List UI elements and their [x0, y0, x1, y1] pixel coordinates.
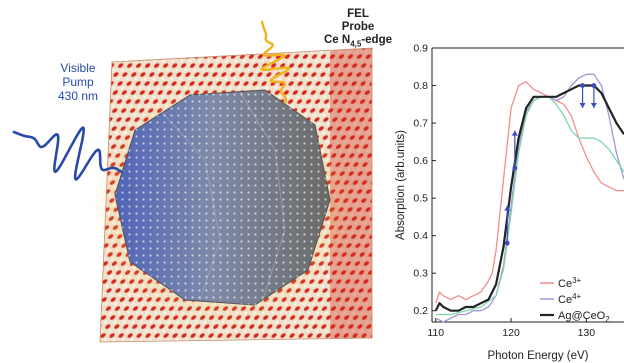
probe-label-line-1: FEL — [347, 8, 369, 20]
legend-entry: Ag@CeO2 — [558, 310, 610, 324]
data-marker — [580, 83, 585, 88]
shift-arrowhead — [504, 205, 511, 211]
probe-label-line-2: Probe — [341, 21, 375, 34]
y-tick-label: 0.2 — [413, 305, 428, 317]
pump-wave — [12, 126, 124, 181]
pump-label: Visible Pump 430 nm — [38, 61, 118, 103]
shift-arrowhead — [579, 103, 586, 109]
y-axis-label: Absorption (arb.units) — [395, 130, 407, 240]
x-axis-label: Photon Energy (eV) — [487, 350, 588, 362]
shift-arrowhead — [590, 103, 597, 109]
edge-label-prefix: Ce N — [324, 34, 351, 47]
probe-wave — [260, 20, 291, 104]
x-tick-label: 120 — [502, 327, 520, 339]
edge-label: Ce N4,5-edge — [318, 34, 398, 48]
series-line-0 — [435, 81, 624, 304]
edge-label-suffix: -edge — [361, 34, 392, 47]
pump-label-line-3: 430 nm — [57, 88, 99, 103]
pump-label-line-2: Pump — [62, 74, 94, 89]
edge-label-sub: 4,5 — [350, 39, 362, 49]
series-line-2 — [435, 96, 624, 316]
probe-label: FEL Probe Ce N4,5-edge — [318, 8, 398, 49]
data-marker — [512, 165, 518, 171]
y-tick-label: 0.7 — [413, 118, 428, 130]
y-tick-label: 0.9 — [413, 43, 428, 55]
series-line-3 — [434, 84, 624, 312]
legend-entry: Ce4+ — [558, 292, 582, 306]
data-marker — [591, 83, 597, 88]
y-tick-label: 0.5 — [413, 193, 428, 205]
y-tick-label: 0.6 — [413, 155, 428, 167]
y-tick-label: 0.4 — [413, 230, 428, 242]
y-tick-label: 0.8 — [413, 80, 428, 92]
legend-entry: Ce3+ — [558, 276, 582, 290]
ag-nanoparticle — [114, 89, 331, 306]
x-tick-label: 130 — [578, 327, 596, 339]
data-marker — [504, 240, 510, 246]
shift-arrowhead — [511, 130, 518, 136]
y-tick-label: 0.3 — [413, 268, 428, 280]
pump-label-line-1: Visible — [60, 61, 96, 75]
series-line-1 — [435, 73, 624, 323]
x-tick-label: 110 — [427, 327, 444, 339]
